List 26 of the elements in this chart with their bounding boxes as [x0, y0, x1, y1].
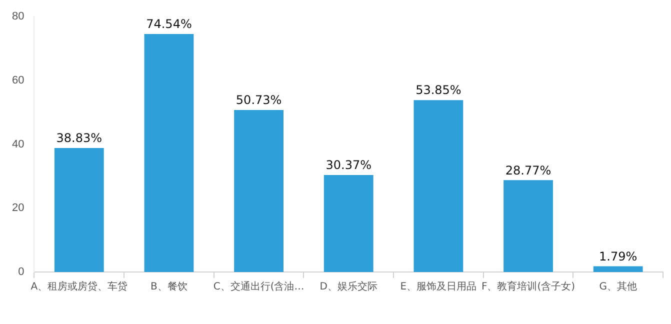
- y-tick-label: 20: [12, 202, 24, 214]
- data-label: 1.79%: [599, 249, 638, 264]
- x-tick-label: A、租房或房贷、车贷: [30, 280, 128, 293]
- data-label: 28.77%: [505, 163, 552, 178]
- bar: [324, 175, 374, 272]
- data-label: 30.37%: [326, 158, 372, 172]
- bar: [414, 100, 464, 272]
- data-label: 53.85%: [416, 83, 462, 98]
- y-tick-label: 80: [12, 10, 24, 23]
- x-tick-label: F、教育培训(含子女): [481, 280, 576, 293]
- x-tick-label: B、餐饮: [150, 280, 188, 293]
- y-tick-label: 60: [12, 74, 24, 86]
- y-tick-label: 40: [12, 138, 24, 150]
- bar: [144, 34, 194, 272]
- data-label: 50.73%: [236, 93, 282, 108]
- x-tick-label: E、服饰及日用品: [400, 280, 477, 293]
- bar: [504, 180, 553, 272]
- data-label: 38.83%: [56, 131, 102, 146]
- x-tick-label: D、娱乐交际: [320, 280, 378, 293]
- bar: [593, 266, 643, 272]
- bar: [234, 110, 284, 272]
- data-label: 74.54%: [146, 17, 192, 32]
- x-tick-label: C、交通出行(含油…: [213, 280, 304, 293]
- x-tick-label: G、其他: [599, 280, 637, 293]
- bar: [54, 148, 104, 272]
- y-tick-label: 0: [18, 266, 24, 278]
